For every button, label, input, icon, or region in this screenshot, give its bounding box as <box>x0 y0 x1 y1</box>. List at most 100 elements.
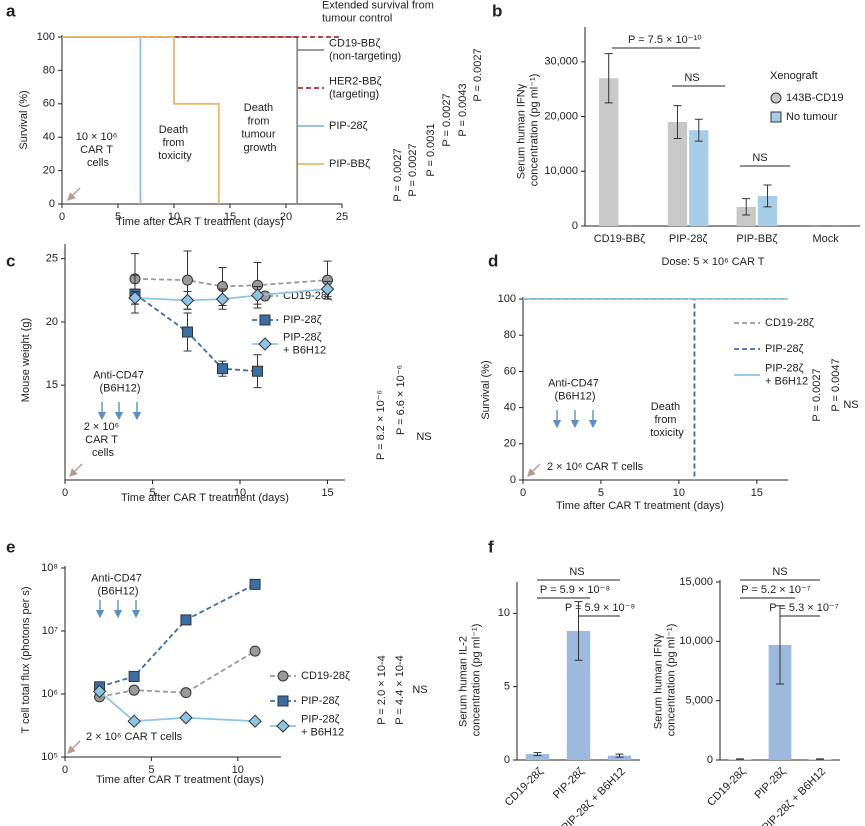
error-bar <box>533 752 542 757</box>
x-tick-label: 10 <box>673 487 685 499</box>
y-tick-label: 0 <box>510 474 516 486</box>
y-tick-label: 20,000 <box>544 110 578 122</box>
x-tick-label: 10 <box>232 764 244 776</box>
x-tick-label: CD19-28ζ <box>503 766 546 809</box>
y-tick-label: 20 <box>504 438 516 450</box>
marker <box>215 292 230 306</box>
error-bar <box>763 184 772 208</box>
x-axis-label: Time after CAR T treatment (days) <box>116 216 284 228</box>
y-tick-label: 15 <box>46 379 58 391</box>
x-tick-label: CD19-28ζ <box>705 766 748 809</box>
bar <box>689 130 709 226</box>
y-tick-label: 0 <box>707 754 713 766</box>
p-value: NS <box>412 684 427 696</box>
y-tick-label: 20 <box>46 316 58 328</box>
x-tick-label: 5 <box>598 487 604 499</box>
x-tick-label: PIP-28ζ <box>551 766 587 802</box>
x-tick-label: 5 <box>148 764 154 776</box>
p-value: NS <box>843 399 858 411</box>
y-axis-label: Serum human IFNγ concentration (pg ml⁻¹) <box>652 624 677 737</box>
marker <box>252 365 263 377</box>
y-tick-label: 25 <box>46 253 58 265</box>
error-bar <box>604 53 613 104</box>
x-tick-label: PIP-BBζ <box>736 233 777 245</box>
marker <box>770 92 782 104</box>
marker <box>92 684 107 699</box>
p-value: P = 6.6 × 10⁻⁶ <box>395 365 407 435</box>
y-tick-label: 40 <box>43 131 55 143</box>
x-tick-label: 20 <box>280 211 292 223</box>
bar <box>525 754 550 760</box>
x-tick-label: PIP-28ζ <box>752 766 788 802</box>
error-bar <box>742 198 751 216</box>
error-bar <box>736 758 744 761</box>
y-axis-label: Mouse weight (g) <box>20 318 32 402</box>
y-tick-label: 10⁸ <box>41 562 58 574</box>
y-tick-label: 80 <box>43 64 55 76</box>
treatment-arrows <box>95 402 598 619</box>
series-line <box>99 583 256 688</box>
x-tick-label: Mock <box>812 233 839 245</box>
x-axis-label: Dose: 5 × 10⁶ CAR T <box>661 256 764 268</box>
annotation: 2 × 10⁶ CAR T cells <box>547 461 644 473</box>
legend-label: No tumour <box>786 111 838 123</box>
annotation: P = 5.3 × 10⁻⁷ <box>769 602 839 614</box>
error-bar <box>694 118 703 142</box>
y-tick-label: 10,000 <box>544 165 578 177</box>
y-tick-label: 10⁷ <box>42 625 58 637</box>
y-tick-label: 100 <box>37 31 55 43</box>
error-bar <box>615 753 624 758</box>
annotation: P = 5.9 × 10⁻⁸ <box>540 584 610 596</box>
marker <box>180 293 195 308</box>
legend-label: 143B-CD19 <box>786 92 843 104</box>
p-value: P = 4.4 × 10-4 <box>394 655 406 725</box>
bar <box>599 78 619 226</box>
marker <box>248 714 262 728</box>
x-tick-label: 0 <box>62 764 68 776</box>
panel-label: f <box>488 537 494 556</box>
y-axis-label: Serum human IFNγ concentration (pg ml⁻¹) <box>515 74 540 187</box>
legend-label: PIP-28ζ + B6H12 <box>283 331 326 356</box>
legend-label: CD19-28ζ <box>301 670 350 682</box>
annotation: Extended survival from tumour control <box>322 0 437 25</box>
series-line <box>134 293 258 373</box>
x-tick-label: 5 <box>149 487 155 499</box>
marker <box>320 282 335 296</box>
legend-label: CD19-BBζ (non-targeting) <box>329 37 401 62</box>
panel-label: b <box>492 1 502 20</box>
y-tick-label: 100 <box>498 293 516 305</box>
p-value: P = 0.0031 <box>425 123 437 176</box>
legend-label: CD19-28ζ <box>765 317 814 329</box>
y-tick-label: 10 <box>498 607 510 619</box>
marker <box>179 711 193 725</box>
p-value: P = 8.2 × 10⁻⁶ <box>375 390 387 460</box>
bar <box>768 644 792 760</box>
y-tick-label: 5,000 <box>685 695 713 707</box>
y-tick-label: 15,000 <box>679 576 713 588</box>
x-tick-label: 0 <box>62 487 68 499</box>
annotation: NS <box>772 566 787 578</box>
y-tick-label: 30,000 <box>544 56 578 68</box>
legend-label: PIP-BBζ <box>329 158 370 170</box>
annotation: 2 × 10⁶ CAR T cells <box>84 421 122 459</box>
marker <box>249 578 261 590</box>
series-line <box>99 650 256 698</box>
legend-title: Xenograft <box>770 70 818 82</box>
series-line <box>523 298 696 480</box>
p-value: P = 0.0027 <box>441 93 453 146</box>
y-tick-label: 5 <box>504 681 510 693</box>
bar <box>607 755 632 760</box>
y-axis-label: Survival (%) <box>18 90 30 149</box>
p-value: NS <box>416 431 431 443</box>
legend-label: CD19-28ζ <box>283 290 332 302</box>
marker <box>127 714 141 728</box>
x-tick-label: CD19-BBζ <box>594 233 645 245</box>
error-bar <box>776 605 784 685</box>
legend-label: PIP-28ζ <box>765 343 804 355</box>
marker <box>277 695 289 707</box>
error-bar <box>816 758 824 761</box>
marker <box>276 719 290 733</box>
p-value: P = 0.0047 <box>830 358 842 411</box>
y-tick-label: 20 <box>43 165 55 177</box>
